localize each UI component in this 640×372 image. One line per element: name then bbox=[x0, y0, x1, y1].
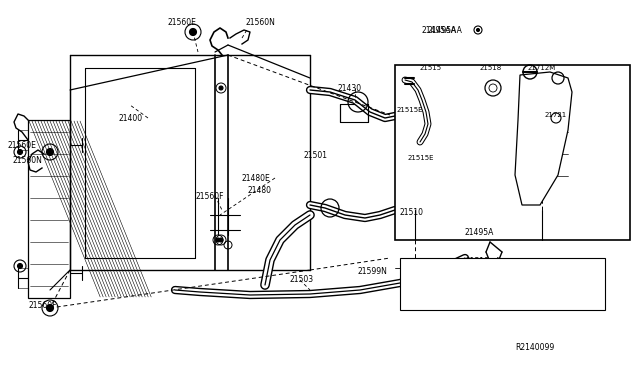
Text: R2140099: R2140099 bbox=[515, 343, 554, 353]
Polygon shape bbox=[515, 72, 572, 205]
Text: 21560F: 21560F bbox=[28, 301, 56, 310]
Text: 21560N: 21560N bbox=[245, 17, 275, 26]
Text: ⚠ MIX DN GNSE: ⚠ MIX DN GNSE bbox=[510, 263, 554, 269]
Circle shape bbox=[216, 238, 220, 242]
Text: 21721: 21721 bbox=[545, 112, 567, 118]
Text: 21430: 21430 bbox=[338, 83, 362, 93]
Circle shape bbox=[47, 305, 54, 311]
Text: 21712M: 21712M bbox=[528, 65, 556, 71]
Text: 21503: 21503 bbox=[290, 276, 314, 285]
Circle shape bbox=[17, 263, 22, 269]
Text: 21515E: 21515E bbox=[408, 155, 435, 161]
Text: 21599N: 21599N bbox=[358, 267, 388, 276]
Bar bbox=[340, 104, 368, 122]
Circle shape bbox=[17, 150, 22, 154]
Text: Do not mix coolant types
See owner manual: Do not mix coolant types See owner manua… bbox=[506, 280, 561, 288]
Text: 21515E: 21515E bbox=[397, 107, 424, 113]
Text: 21501: 21501 bbox=[304, 151, 328, 160]
Text: 21515: 21515 bbox=[420, 65, 442, 71]
Circle shape bbox=[477, 29, 479, 32]
Text: 21560E: 21560E bbox=[167, 17, 196, 26]
Text: 21560F: 21560F bbox=[195, 192, 223, 201]
Text: 21560N: 21560N bbox=[12, 155, 42, 164]
Text: 21495AA: 21495AA bbox=[422, 26, 457, 35]
Text: 21560E: 21560E bbox=[7, 141, 36, 150]
Text: Do not mix coolant types
See owner manual: Do not mix coolant types See owner manua… bbox=[404, 280, 459, 288]
Bar bbox=[395, 65, 630, 240]
Text: 21495AA: 21495AA bbox=[428, 26, 463, 35]
Circle shape bbox=[219, 238, 223, 242]
Bar bbox=[28, 120, 70, 298]
Text: 21400: 21400 bbox=[118, 113, 142, 122]
Text: 21510: 21510 bbox=[400, 208, 424, 217]
Bar bbox=[400, 258, 605, 310]
Text: 21518: 21518 bbox=[480, 65, 502, 71]
Circle shape bbox=[189, 29, 196, 35]
Bar bbox=[485, 88, 501, 102]
Circle shape bbox=[47, 148, 54, 155]
Text: 21480: 21480 bbox=[248, 186, 272, 195]
Text: ⚠ CAUTION: ⚠ CAUTION bbox=[410, 263, 446, 269]
Text: 21518+A: 21518+A bbox=[466, 257, 502, 266]
Circle shape bbox=[219, 86, 223, 90]
Text: 21480E: 21480E bbox=[242, 173, 271, 183]
Text: 21495A: 21495A bbox=[465, 228, 494, 237]
